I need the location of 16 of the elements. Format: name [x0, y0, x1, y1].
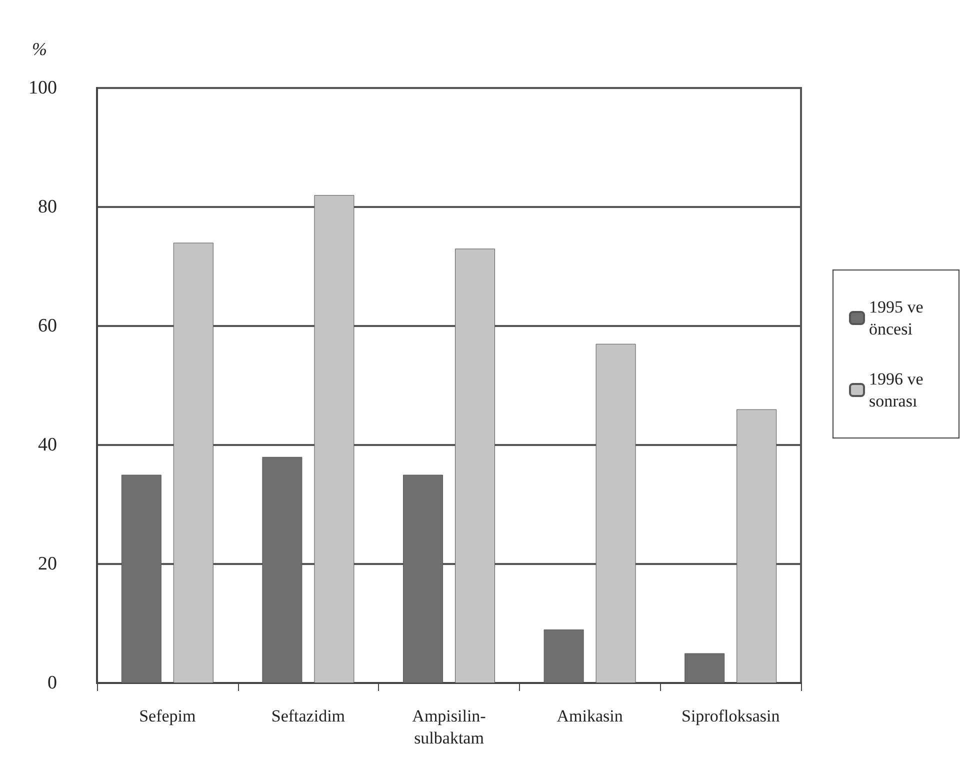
x-tick-label: Ampisilin-sulbaktam	[412, 706, 486, 748]
y-tick-label: 20	[38, 554, 57, 574]
bar	[544, 629, 584, 683]
y-tick-label: 80	[38, 196, 57, 218]
x-tick-label: Amikasin	[556, 706, 624, 726]
x-tick-label: Sefepim	[139, 706, 196, 726]
legend-label: 1996 ve sonrası	[869, 370, 928, 410]
y-tick-label: 40	[38, 434, 57, 456]
y-axis-title: %	[32, 39, 47, 59]
y-tick-label: 60	[38, 316, 57, 336]
bar	[684, 653, 725, 683]
legend-label: 1995 ve öncesi	[869, 298, 928, 338]
x-tick-label: Siprofloksasin	[681, 706, 780, 726]
y-tick-label: 100	[28, 78, 57, 98]
x-tick-label: Seftazidim	[271, 706, 346, 726]
y-tick-label: 0	[48, 672, 57, 694]
